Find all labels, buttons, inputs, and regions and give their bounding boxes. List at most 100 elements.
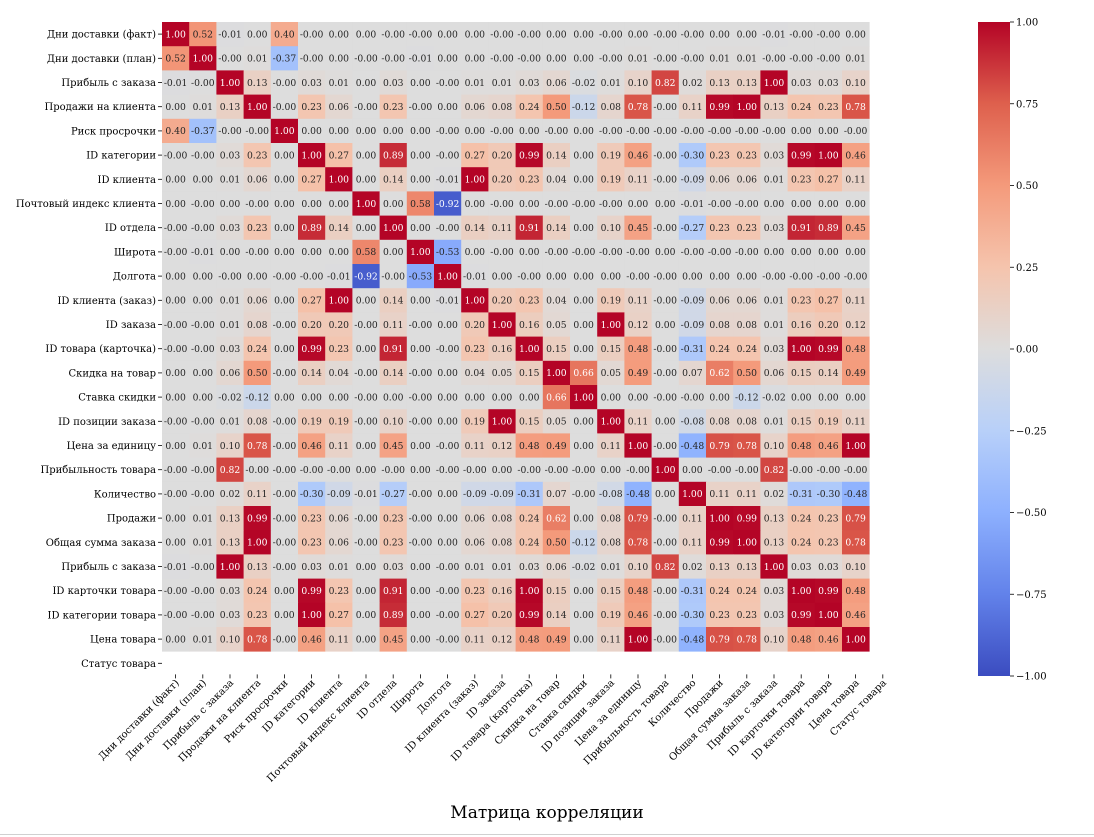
heatmap-cell (597, 457, 625, 483)
cell-value-label: 0.00 (628, 199, 649, 210)
cell-value-label: 0.00 (329, 54, 350, 65)
heatmap-cell (814, 433, 843, 458)
heatmap-cell (488, 264, 516, 289)
cell-value-label: 0.00 (410, 175, 431, 186)
cell-value-label: 0.50 (546, 102, 567, 113)
heatmap-cell (434, 602, 462, 628)
heatmap-cell (760, 118, 788, 144)
heatmap-cell (189, 239, 217, 265)
cell-value-label: 0.27 (301, 175, 322, 186)
cell-value-label: 0.00 (165, 296, 186, 307)
y-tick-label: Общая сумма заказа (46, 538, 156, 549)
heatmap-cell (651, 385, 680, 410)
heatmap-cell (379, 554, 408, 579)
heatmap-cell (488, 433, 516, 458)
heatmap-cell (325, 94, 353, 120)
cell-value-label: -0.00 (381, 29, 405, 40)
cell-value-label: 0.03 (220, 586, 241, 597)
heatmap-cell (651, 433, 680, 458)
heatmap-cell (787, 94, 816, 120)
y-tick-label: Дни доставки (план) (47, 54, 156, 65)
heatmap-cell (814, 409, 843, 434)
heatmap-cell (814, 239, 843, 265)
heatmap-cell (325, 530, 353, 555)
heatmap-cell (706, 215, 734, 241)
heatmap-cell (189, 336, 217, 362)
cell-value-label: 0.00 (274, 296, 295, 307)
cell-value-label: -0.00 (164, 610, 188, 621)
heatmap-cell (570, 336, 598, 362)
cell-value-label: 0.16 (519, 320, 540, 331)
cell-value-label: 0.00 (247, 29, 268, 40)
heatmap-cell (760, 481, 788, 507)
cell-value-label: 0.23 (383, 102, 404, 113)
cell-value-label: 0.03 (791, 78, 812, 89)
cell-value-label: 0.03 (220, 610, 241, 621)
heatmap-cell (379, 457, 408, 483)
cell-value-label: -0.00 (817, 465, 841, 476)
heatmap-cell (787, 239, 816, 265)
cell-value-label: 1.00 (682, 489, 703, 500)
heatmap-cell (488, 118, 516, 144)
bottom-divider (0, 834, 1094, 835)
heatmap-cell (570, 46, 598, 71)
cell-value-label: 0.11 (845, 417, 865, 428)
cell-value-label: -0.48 (844, 489, 868, 500)
cell-value-label: 0.10 (628, 562, 649, 573)
heatmap-cell (624, 578, 652, 604)
heatmap-cell (814, 70, 843, 95)
heatmap-cell (434, 288, 462, 313)
heatmap-cell (434, 167, 462, 192)
y-tick-label: ID отдела (105, 223, 156, 234)
cell-value-label: 0.23 (709, 150, 730, 161)
heatmap-cell (406, 167, 435, 192)
cell-value-label: 0.58 (410, 199, 431, 210)
cell-value-label: 0.23 (818, 513, 839, 524)
heatmap-cell (189, 530, 217, 555)
heatmap-cell (515, 627, 544, 652)
heatmap-cell (814, 143, 843, 168)
heatmap-cell (352, 288, 380, 313)
cell-value-label: 0.49 (845, 368, 866, 379)
cell-value-label: 0.03 (818, 562, 839, 573)
cell-value-label: 0.01 (329, 78, 349, 89)
cell-value-label: 0.00 (220, 247, 241, 258)
cell-value-label: 0.00 (274, 586, 295, 597)
cell-value-label: 0.11 (682, 102, 702, 113)
cell-value-label: -0.02 (762, 392, 786, 403)
heatmap-cell (352, 602, 380, 628)
cell-value-label: 0.00 (519, 199, 540, 210)
cell-value-label: 0.00 (301, 392, 322, 403)
cell-value-label: -0.00 (191, 344, 215, 355)
heatmap-cell (814, 312, 843, 337)
heatmap-cell (842, 481, 870, 507)
cell-value-label: 0.15 (791, 417, 812, 428)
cell-value-label: 0.00 (356, 586, 377, 597)
cell-value-label: 0.91 (519, 223, 539, 234)
heatmap-cell (379, 288, 408, 313)
heatmap-cell (651, 46, 680, 71)
cell-value-label: -0.00 (545, 126, 569, 137)
heatmap-cell (352, 312, 380, 337)
heatmap-cell (787, 288, 816, 313)
heatmap-cell (270, 409, 299, 434)
cell-value-label: 0.24 (791, 102, 812, 113)
heatmap-cell (787, 457, 816, 483)
heatmap-cell (216, 360, 244, 386)
heatmap-cell (651, 191, 680, 216)
heatmap-cell (488, 457, 516, 483)
cell-value-label: -0.00 (653, 271, 677, 282)
heatmap-cell (406, 530, 435, 555)
heatmap-cell (352, 457, 380, 483)
x-tick-labels: Дни доставки (факт)Дни доставки (план)Пр… (97, 674, 889, 785)
heatmap-cell (787, 433, 816, 458)
cell-value-label: -0.00 (245, 126, 269, 137)
cell-value-label: 0.00 (791, 392, 812, 403)
heatmap-cell (542, 70, 571, 95)
cell-value-label: -0.00 (708, 126, 732, 137)
cell-value-label: 0.00 (465, 29, 486, 40)
cell-value-label: 0.03 (220, 344, 241, 355)
y-tick-label: Скидка на товар (69, 368, 156, 379)
heatmap-cell (515, 409, 544, 434)
heatmap-cell (733, 433, 761, 458)
